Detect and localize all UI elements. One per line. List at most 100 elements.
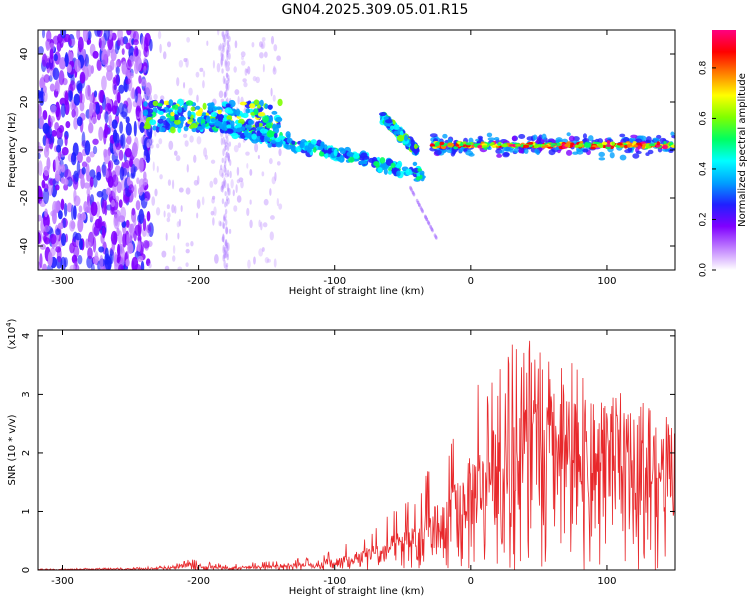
faint-blob	[274, 171, 277, 182]
faint-blob	[213, 177, 218, 185]
noise-blob	[133, 120, 137, 137]
noise-blob	[54, 122, 60, 131]
branch-blob	[304, 145, 310, 151]
signal-core	[656, 141, 661, 146]
faint-blob	[261, 247, 265, 252]
heatmap-upper-branch	[379, 111, 420, 156]
noise-blob	[140, 78, 147, 87]
faint-blob	[242, 78, 247, 83]
branch-blob	[185, 100, 194, 106]
noise-blob	[125, 116, 130, 124]
faint-column-blob	[223, 216, 226, 222]
signal-halo	[627, 146, 633, 153]
noise-blob	[115, 142, 122, 151]
faint-blob	[235, 184, 238, 193]
noise-blob	[93, 225, 99, 236]
noise-blob	[42, 122, 50, 135]
branch-blob	[143, 101, 148, 107]
noise-blob	[121, 61, 128, 75]
branch-blob	[405, 168, 413, 176]
faint-column-blob	[227, 153, 230, 162]
noise-blob	[106, 69, 113, 81]
noise-blob	[138, 75, 142, 84]
faint-column-blob	[224, 201, 227, 208]
signal-halo	[496, 153, 503, 158]
branch-blob	[320, 141, 325, 149]
faint-blob	[209, 180, 214, 188]
noise-blob	[143, 37, 149, 52]
faint-blob	[203, 147, 208, 158]
faint-column-blob	[223, 177, 226, 187]
faint-column-blob	[224, 141, 228, 148]
noise-blob	[83, 200, 88, 213]
faint-blob	[190, 240, 194, 247]
faint-blob	[199, 67, 204, 72]
noise-blob	[140, 260, 145, 270]
noise-blob	[104, 122, 108, 139]
snr-ytick-label: 3	[21, 391, 32, 397]
signal-core	[569, 144, 574, 148]
colorbar-tick-label: 0.0	[699, 263, 709, 278]
branch-blob	[412, 161, 418, 167]
faint-column-blob	[226, 169, 230, 178]
noise-blob	[126, 135, 132, 145]
noise-blob	[69, 80, 76, 92]
noise-blob	[38, 214, 43, 222]
signal-halo	[572, 151, 579, 155]
branch-blob	[360, 152, 368, 158]
faint-blob	[278, 203, 283, 210]
faint-blob	[218, 90, 224, 99]
noise-blob	[42, 135, 47, 147]
noise-blob	[38, 189, 44, 201]
faint-blob	[148, 263, 152, 269]
faint-blob	[177, 232, 180, 240]
branch-blob	[389, 125, 395, 131]
branch-blob	[170, 126, 176, 134]
faint-blob	[234, 40, 238, 49]
faint-blob	[193, 179, 199, 186]
faint-column-blob	[222, 45, 225, 53]
signal-halo	[511, 135, 517, 142]
noise-blob	[49, 83, 55, 92]
noise-blob	[111, 119, 118, 130]
branch-blob	[217, 108, 222, 115]
noise-blob	[48, 54, 55, 71]
faint-blob	[186, 164, 189, 173]
noise-blob	[133, 136, 139, 153]
faint-blob	[246, 207, 250, 217]
signal-halo	[532, 134, 538, 141]
branch-blob	[390, 162, 396, 169]
faint-blob	[258, 248, 264, 257]
faint-column-blob	[225, 80, 229, 86]
faint-column-blob	[227, 77, 230, 84]
noise-blob	[52, 67, 60, 80]
faint-blob	[155, 207, 161, 216]
noise-blob	[58, 70, 65, 86]
noise-blob	[149, 38, 153, 52]
branch-blob	[174, 116, 179, 121]
faint-blob	[252, 75, 257, 82]
signal-halo	[526, 136, 534, 141]
noise-blob	[81, 167, 86, 175]
faint-blob	[270, 215, 275, 220]
noise-blob	[110, 230, 118, 245]
faint-column-blob	[221, 236, 224, 242]
snr-xlabel: Height of straight line (km)	[289, 586, 425, 597]
signal-core	[587, 142, 592, 147]
noise-blob	[42, 188, 50, 205]
noise-blob	[55, 106, 61, 121]
noise-blob	[107, 160, 114, 171]
snr-marks	[38, 340, 675, 570]
faint-blob	[243, 82, 248, 88]
noise-blob	[41, 30, 46, 39]
snr-xtick-label: -300	[51, 576, 74, 587]
noise-blob	[113, 100, 118, 111]
faint-blob	[233, 205, 238, 212]
signal-core	[599, 142, 603, 146]
noise-blob	[73, 117, 79, 130]
faint-blob	[229, 159, 232, 166]
branch-blob	[195, 110, 203, 117]
noise-blob	[116, 91, 121, 104]
noise-blob	[142, 178, 149, 186]
